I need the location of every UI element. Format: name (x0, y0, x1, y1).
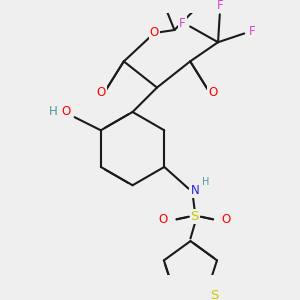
Text: S: S (210, 290, 218, 300)
Text: O: O (97, 86, 106, 99)
Text: O: O (150, 26, 159, 39)
Text: O: O (159, 213, 168, 226)
Text: O: O (222, 213, 231, 226)
Text: O: O (61, 106, 70, 118)
Text: N: N (190, 184, 199, 197)
Text: F: F (217, 0, 223, 12)
Text: S: S (190, 210, 199, 223)
Text: O: O (208, 86, 218, 99)
Text: F: F (179, 16, 186, 29)
Text: H: H (202, 177, 209, 187)
Text: F: F (249, 25, 255, 38)
Text: H: H (50, 106, 58, 118)
